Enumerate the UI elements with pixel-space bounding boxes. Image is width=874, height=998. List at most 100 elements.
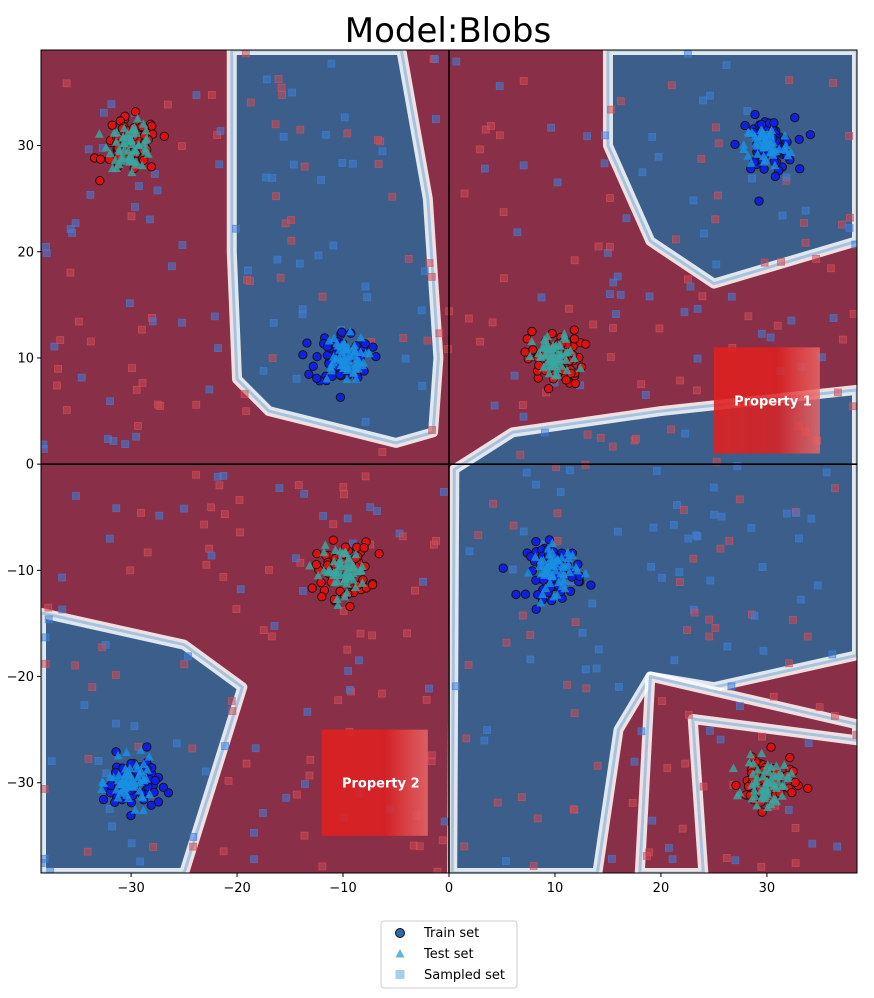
sampled-point xyxy=(600,159,609,168)
sampled-point xyxy=(180,504,188,513)
sampled-point xyxy=(295,259,304,268)
sampled-point xyxy=(581,665,590,674)
sampled-point xyxy=(828,650,837,659)
sampled-point xyxy=(111,671,120,679)
train-point xyxy=(731,780,741,791)
test-point xyxy=(766,131,776,140)
sampled-point xyxy=(815,703,824,712)
sampled-point xyxy=(758,563,767,571)
sampled-point xyxy=(259,367,268,375)
sampled-point xyxy=(210,312,219,321)
test-point xyxy=(768,794,778,804)
test-point xyxy=(339,338,349,347)
test-point xyxy=(343,352,353,361)
sampled-point xyxy=(44,603,53,612)
sampled-point xyxy=(207,551,216,560)
test-point xyxy=(328,357,338,367)
sampled-point xyxy=(681,759,690,768)
test-point xyxy=(739,144,749,154)
test-point xyxy=(114,770,124,779)
train-point xyxy=(544,384,554,394)
sampled-point xyxy=(652,467,661,475)
sampled-point xyxy=(833,842,842,851)
test-point xyxy=(97,784,107,793)
test-point xyxy=(345,570,355,580)
sampled-point xyxy=(606,194,614,203)
test-point xyxy=(329,333,339,343)
sampled-point xyxy=(146,215,154,224)
test-point xyxy=(744,757,754,767)
sampled-point xyxy=(242,407,251,416)
sampled-point xyxy=(366,503,375,512)
test-point xyxy=(556,574,566,584)
sampled-point xyxy=(300,489,309,498)
sampled-point xyxy=(44,615,53,624)
sampled-point xyxy=(808,839,817,848)
test-point xyxy=(141,125,151,135)
train-point xyxy=(95,176,105,186)
sampled-point xyxy=(241,50,250,58)
sampled-point xyxy=(605,242,614,251)
sampled-point xyxy=(303,707,312,716)
sampled-point xyxy=(849,309,857,318)
sampled-point xyxy=(54,364,62,373)
train-point xyxy=(730,139,740,150)
sampled-point xyxy=(668,855,677,864)
sampled-point xyxy=(589,320,598,329)
legend-train-marker xyxy=(395,928,405,938)
test-point xyxy=(105,148,115,158)
sampled-point xyxy=(83,847,92,856)
sampled-point xyxy=(628,799,637,807)
sampled-point xyxy=(612,310,620,318)
sampled-point xyxy=(339,483,348,492)
legend-box xyxy=(380,920,518,989)
test-point xyxy=(137,160,147,170)
sampled-point xyxy=(697,154,706,163)
sampled-point xyxy=(270,622,279,630)
sampled-point xyxy=(727,682,736,691)
sampled-point xyxy=(705,632,714,641)
test-point xyxy=(547,355,557,365)
sampled-point xyxy=(510,371,519,380)
sampled-point xyxy=(340,113,349,122)
train-point xyxy=(520,589,531,599)
sampled-point xyxy=(614,527,622,536)
sampled-point xyxy=(219,471,228,480)
sampled-point xyxy=(200,520,208,529)
test-point xyxy=(551,341,561,350)
test-point xyxy=(770,781,780,790)
train-point xyxy=(766,742,776,752)
test-point xyxy=(111,784,121,794)
sampled-point xyxy=(588,599,597,608)
test-point xyxy=(575,363,585,372)
test-point xyxy=(332,594,342,604)
sampled-point xyxy=(608,855,616,863)
sampled-point xyxy=(748,174,756,183)
sampled-point xyxy=(429,540,438,549)
sampled-point xyxy=(509,521,518,530)
sampled-point xyxy=(228,707,237,715)
x-axis-ticks: −30 −20 −10 0 10 20 30 xyxy=(117,873,775,896)
test-point xyxy=(121,769,131,778)
sampled-point xyxy=(334,696,343,705)
test-point xyxy=(777,791,787,800)
test-point xyxy=(357,360,367,370)
test-point xyxy=(340,363,350,372)
test-point xyxy=(786,147,796,157)
sampled-point xyxy=(683,50,692,58)
sampled-point xyxy=(609,278,618,287)
train-point xyxy=(159,131,169,141)
sampled-point xyxy=(827,264,835,273)
test-point xyxy=(547,571,557,581)
sampled-point xyxy=(565,304,573,313)
test-point xyxy=(534,348,544,357)
sampled-point xyxy=(706,91,714,100)
test-point xyxy=(751,776,761,786)
sampled-point xyxy=(518,611,527,620)
test-point xyxy=(536,555,546,565)
sampled-point xyxy=(782,509,791,518)
sampled-point xyxy=(784,806,793,814)
sampled-point xyxy=(502,857,510,865)
sampled-point xyxy=(795,534,803,543)
sampled-point xyxy=(105,534,114,543)
